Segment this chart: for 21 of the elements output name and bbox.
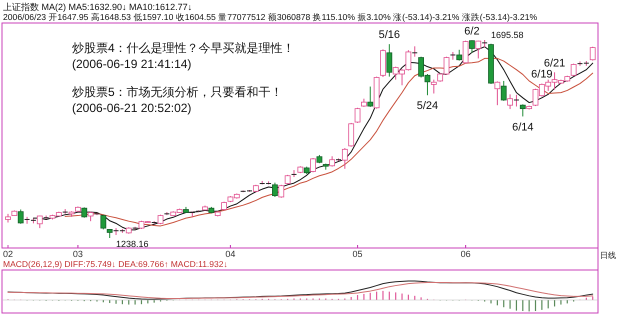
note: 1695.58 [491,30,524,40]
note: 1238.16 [116,239,149,249]
xtick: 04 [225,249,236,259]
note: (2006-06-19 21:41:14) [72,57,192,71]
note: 上证指数 MA(2) MA5:1632.90↓ MA10:1612.77↓ [3,2,192,12]
note: MACD(26,12,9) DIFF:75.749↓ DEA:69.766↑ MACD:11.932↓ [3,259,228,269]
note: 炒股票5：市场无须分析，只要看和干！ [72,85,283,99]
note: 5/16 [378,29,400,42]
note: (2006-06-21 20:52:02) [72,101,192,115]
note: 6/2 [464,25,480,38]
xtick: 02 [3,249,13,259]
xtick: 03 [72,249,83,259]
note: 5/24 [416,100,438,112]
note: 6/21 [544,57,566,70]
xtick: 05 [352,249,363,259]
note: 炒股票4：什么是理性？今早买就是理性！ [72,41,295,55]
note: 6/19 [531,68,553,81]
note: 日线 [600,251,616,260]
xtick: 06 [460,249,471,259]
note: 6/14 [512,121,534,134]
note: 2006/06/23 开1647.95 高1648.53 低1597.10 收1604.55 量77077512 额3060878 换115.10% 振3.10% 涨(-53.14)-3.21% 涨跌(-53.14)-3.21% [3,12,538,22]
